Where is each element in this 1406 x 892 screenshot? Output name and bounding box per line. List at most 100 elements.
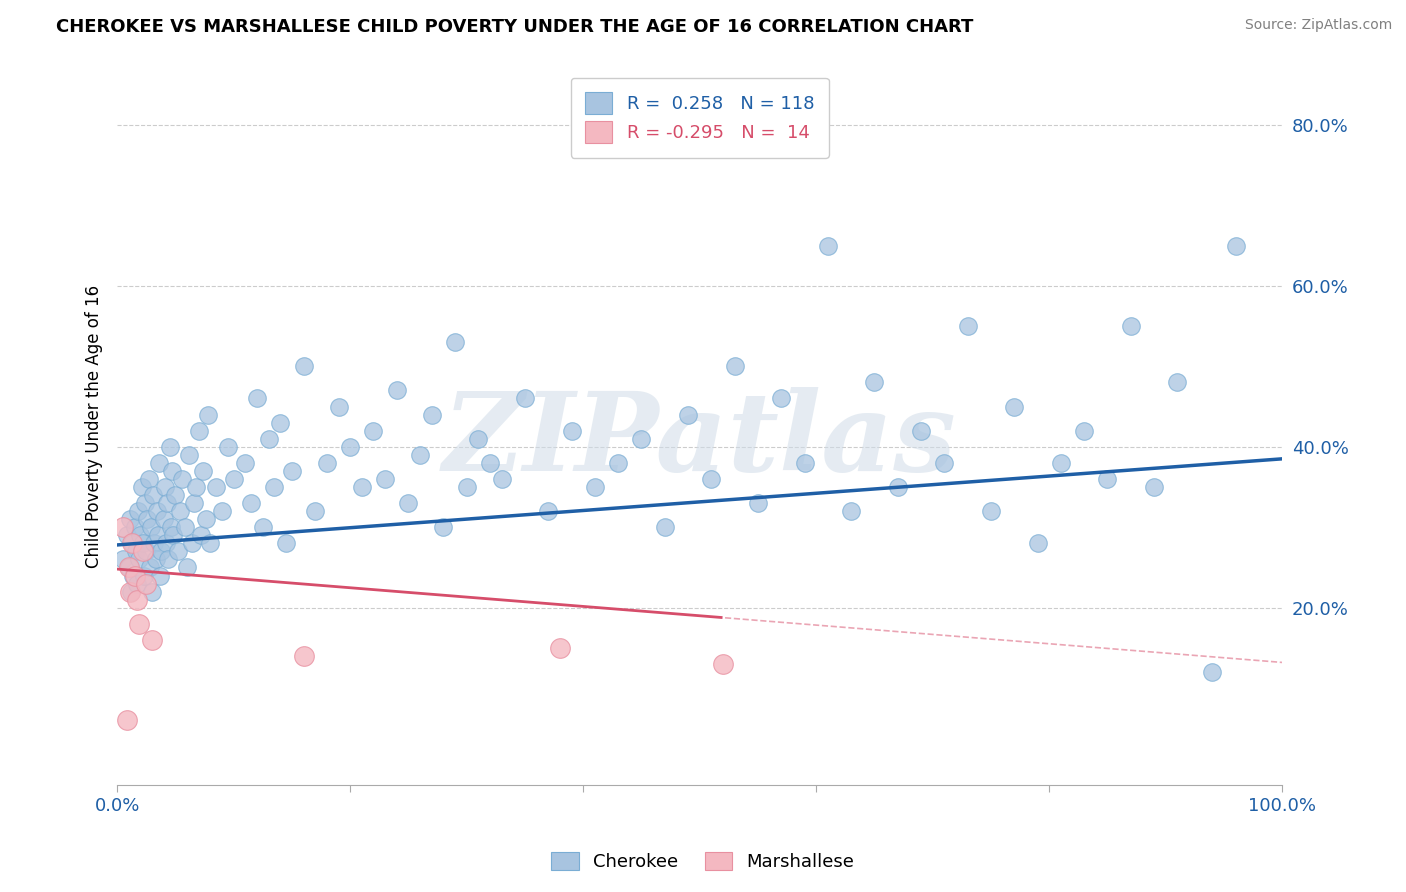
Point: [1073, 424, 1095, 438]
Point: [263, 480, 285, 494]
Point: [211, 504, 233, 518]
Point: [179, 448, 201, 462]
Point: [141, 632, 163, 647]
Point: [120, 584, 142, 599]
Point: [169, 504, 191, 518]
Point: [197, 408, 219, 422]
Point: [139, 560, 162, 574]
Point: [491, 472, 513, 486]
Point: [166, 544, 188, 558]
Point: [121, 536, 143, 550]
Point: [156, 496, 179, 510]
Point: [583, 480, 606, 494]
Point: [125, 592, 148, 607]
Point: [956, 319, 979, 334]
Point: [240, 496, 263, 510]
Point: [149, 568, 172, 582]
Point: [132, 536, 155, 550]
Point: [190, 528, 212, 542]
Point: [350, 480, 373, 494]
Point: [142, 488, 165, 502]
Point: [269, 416, 291, 430]
Point: [385, 384, 408, 398]
Point: [200, 536, 222, 550]
Point: [157, 552, 180, 566]
Point: [561, 424, 583, 438]
Point: [654, 520, 676, 534]
Point: [607, 456, 630, 470]
Point: [143, 536, 166, 550]
Point: [146, 528, 169, 542]
Point: [217, 440, 239, 454]
Point: [135, 544, 157, 558]
Point: [129, 528, 152, 542]
Y-axis label: Child Poverty Under the Age of 16: Child Poverty Under the Age of 16: [86, 285, 103, 568]
Point: [456, 480, 478, 494]
Point: [115, 528, 138, 542]
Point: [1225, 238, 1247, 252]
Point: [479, 456, 502, 470]
Point: [145, 552, 167, 566]
Point: [724, 359, 747, 374]
Point: [513, 392, 536, 406]
Point: [159, 520, 181, 534]
Point: [125, 576, 148, 591]
Point: [1002, 400, 1025, 414]
Point: [205, 480, 228, 494]
Point: [131, 480, 153, 494]
Point: [770, 392, 793, 406]
Point: [934, 456, 956, 470]
Point: [292, 359, 315, 374]
Point: [630, 432, 652, 446]
Point: [420, 408, 443, 422]
Point: [153, 480, 176, 494]
Point: [132, 544, 155, 558]
Point: [111, 520, 134, 534]
Point: [863, 376, 886, 390]
Point: [304, 504, 326, 518]
Point: [194, 512, 217, 526]
Point: [186, 480, 208, 494]
Point: [111, 552, 134, 566]
Point: [180, 536, 202, 550]
Point: [374, 472, 396, 486]
Point: [1097, 472, 1119, 486]
Text: ZIPatlas: ZIPatlas: [443, 387, 956, 495]
Legend: Cherokee, Marshallese: Cherokee, Marshallese: [544, 845, 862, 879]
Point: [281, 464, 304, 478]
Point: [173, 520, 195, 534]
Point: [315, 456, 337, 470]
Point: [711, 657, 734, 671]
Point: [155, 536, 177, 550]
Point: [252, 520, 274, 534]
Point: [118, 560, 141, 574]
Legend: R =  0.258   N = 118, R = -0.295   N =  14: R = 0.258 N = 118, R = -0.295 N = 14: [571, 78, 828, 158]
Point: [274, 536, 297, 550]
Point: [1166, 376, 1188, 390]
Point: [887, 480, 910, 494]
Point: [257, 432, 280, 446]
Point: [125, 544, 148, 558]
Point: [398, 496, 420, 510]
Point: [118, 560, 141, 574]
Point: [548, 640, 571, 655]
Point: [910, 424, 932, 438]
Point: [128, 616, 150, 631]
Point: [1026, 536, 1049, 550]
Point: [132, 568, 155, 582]
Point: [817, 238, 839, 252]
Point: [165, 488, 187, 502]
Point: [124, 568, 146, 582]
Point: [160, 464, 183, 478]
Point: [467, 432, 489, 446]
Point: [409, 448, 432, 462]
Point: [122, 568, 145, 582]
Point: [339, 440, 361, 454]
Point: [246, 392, 269, 406]
Point: [152, 512, 174, 526]
Point: [363, 424, 385, 438]
Point: [1201, 665, 1223, 679]
Point: [839, 504, 862, 518]
Point: [432, 520, 454, 534]
Point: [1119, 319, 1142, 334]
